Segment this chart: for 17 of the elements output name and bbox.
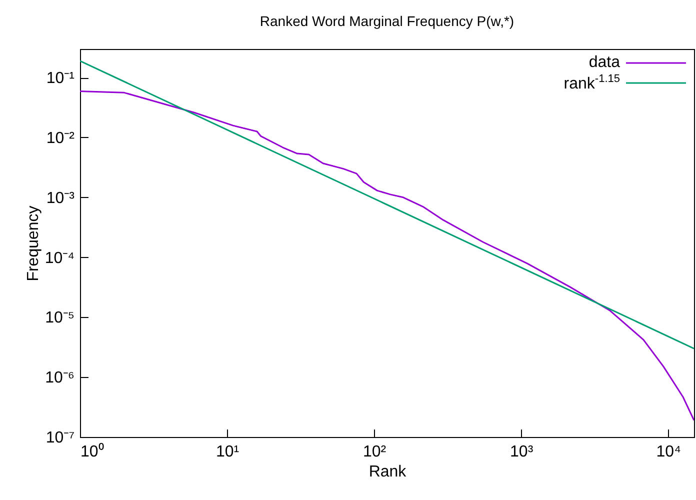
- x-tick-label: 10¹: [216, 444, 240, 460]
- y-tick-label: 10⁻¹: [46, 70, 74, 88]
- y-tick-label: 10⁻⁶: [45, 370, 74, 387]
- chart-title: Ranked Word Marginal Frequency P(w,*): [260, 13, 514, 29]
- y-tick-label: 10⁻⁷: [46, 430, 75, 446]
- y-tick-label: 10⁻³: [46, 190, 76, 207]
- legend-label: rank$^{-1.15}$: [564, 72, 620, 94]
- y-axis-title: Frequency: [24, 206, 42, 282]
- x-tick-label: 10⁰: [80, 442, 104, 460]
- y-tick-label: 10⁻⁴: [44, 250, 75, 267]
- x-tick-label: 10⁴: [656, 444, 682, 460]
- x-axis-title: Rank: [368, 464, 408, 480]
- legend-label: data: [588, 54, 620, 72]
- y-tick-label: 10⁻⁵: [45, 310, 74, 327]
- x-tick-label: 10³: [510, 444, 534, 460]
- x-tick-label: 10²: [362, 444, 387, 460]
- y-tick-label: 10⁻²: [46, 130, 76, 147]
